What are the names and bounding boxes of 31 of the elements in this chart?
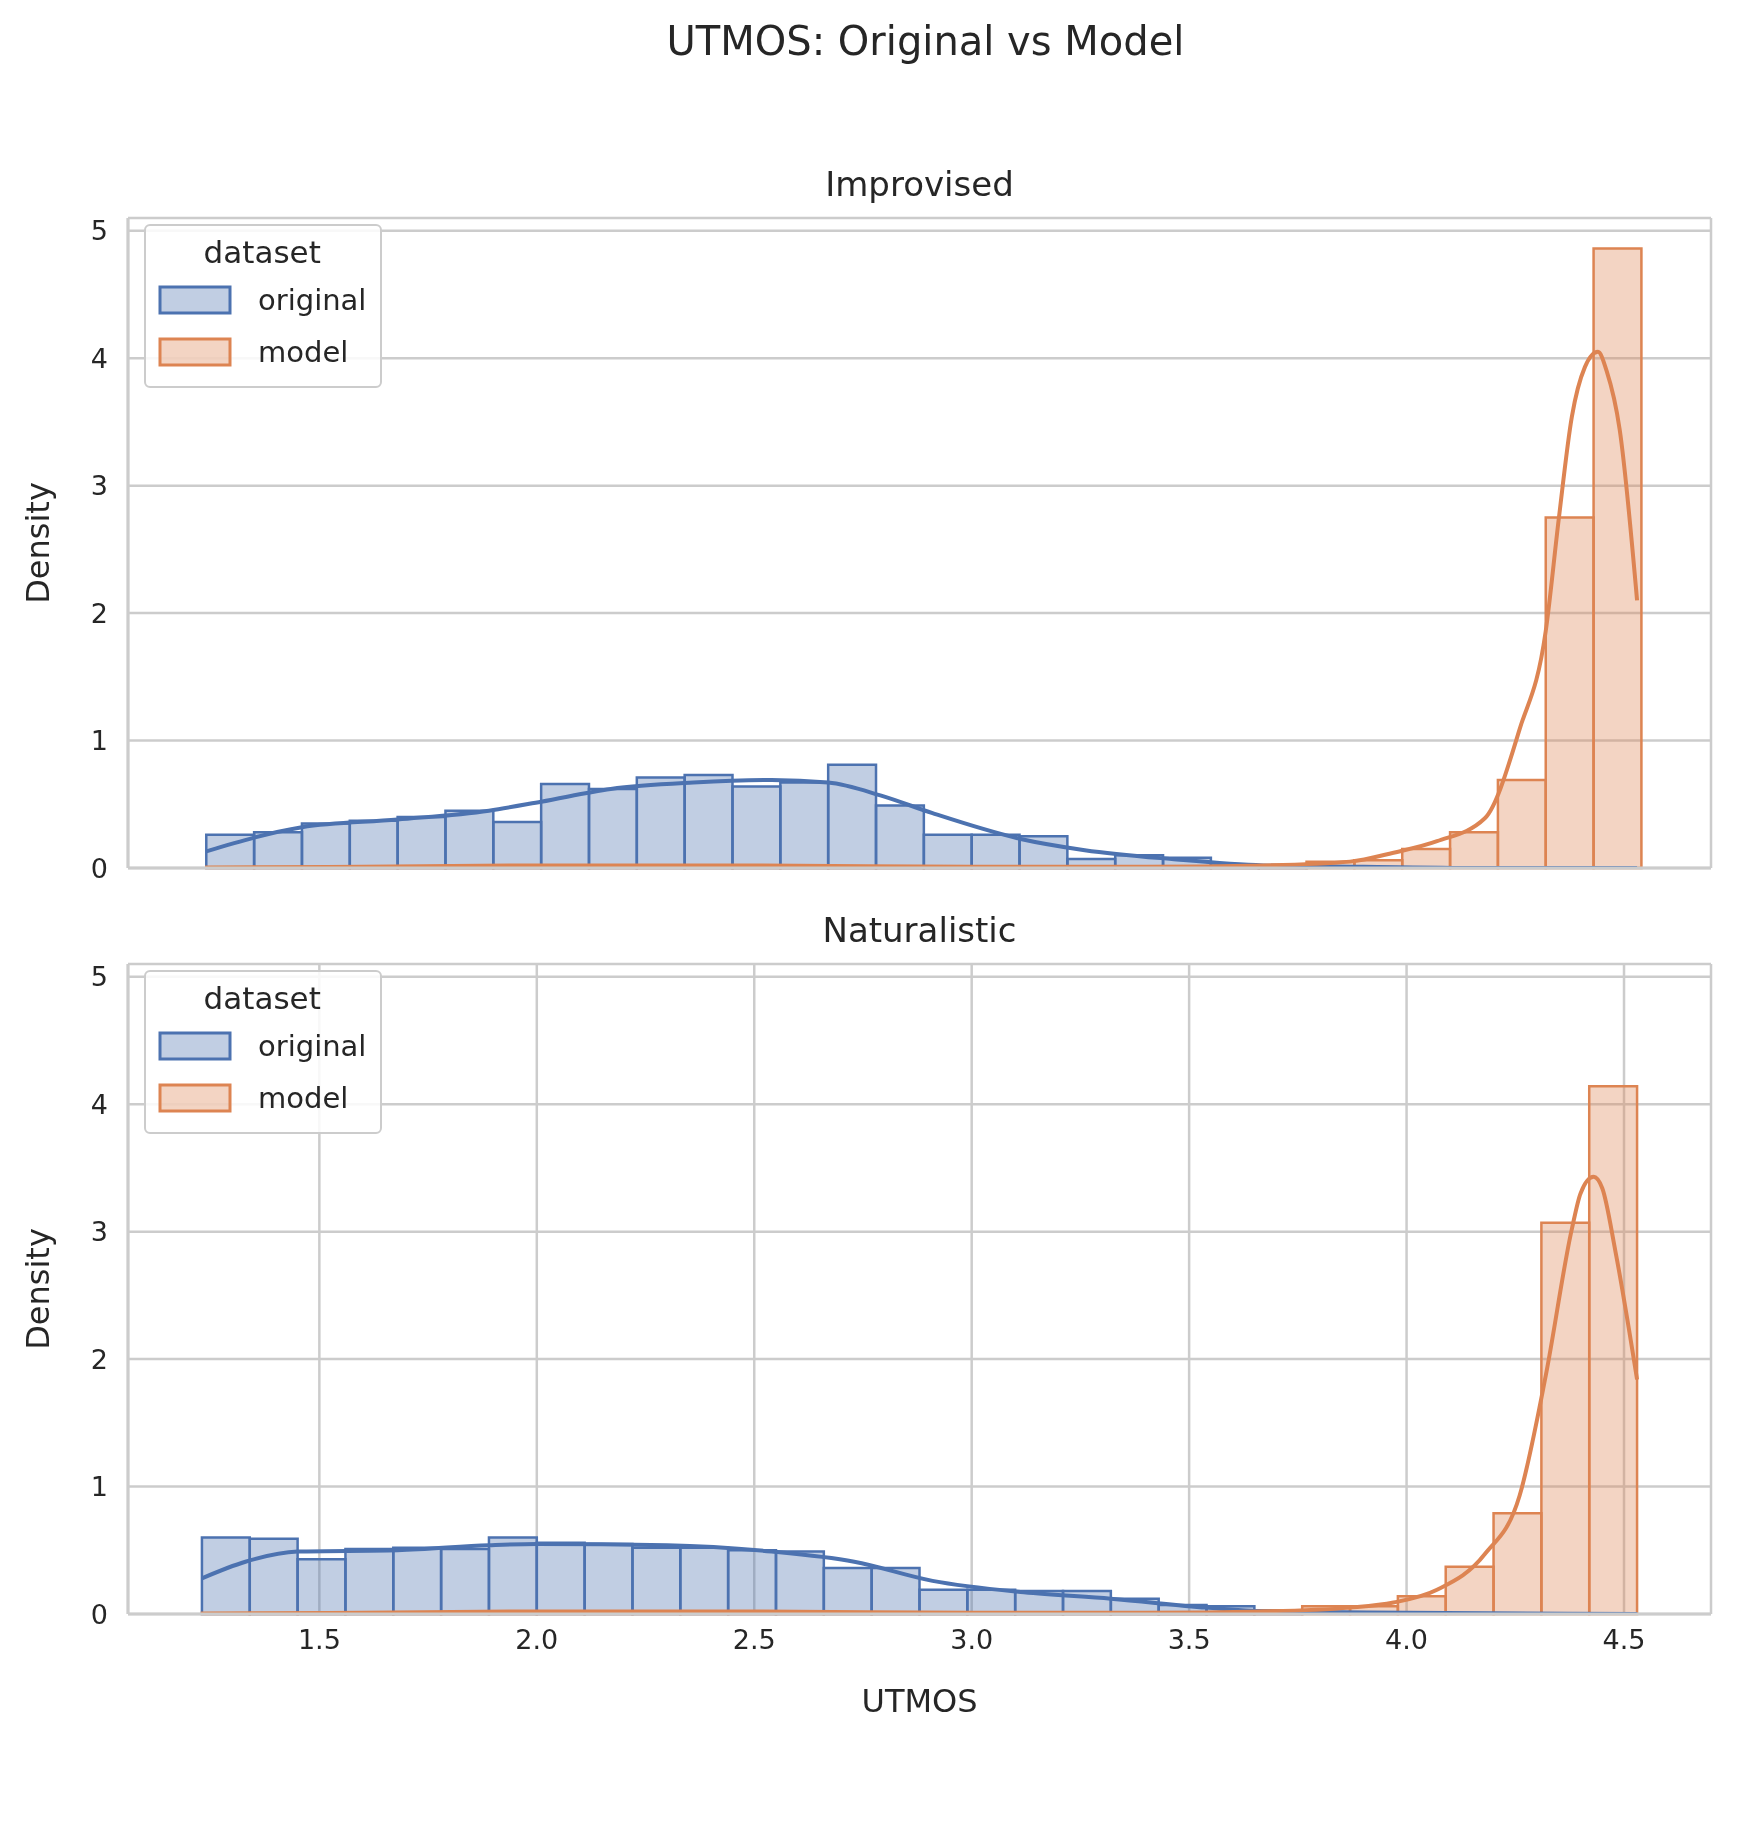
- legend-title: dataset: [202, 234, 322, 270]
- x-tick-label: 4.5: [1602, 1624, 1646, 1656]
- x-tick-label: 2.0: [515, 1624, 559, 1656]
- y-tick-label: 2: [90, 597, 108, 629]
- chart-title: UTMOS: Original vs Model: [665, 17, 1186, 66]
- y-tick-label: 1: [90, 1471, 108, 1503]
- y-tick-label: 4: [90, 1088, 108, 1120]
- y-tick-label: 0: [90, 852, 108, 884]
- y-tick-label: 5: [90, 961, 108, 993]
- x-axis-title: UTMOS: [861, 1682, 978, 1720]
- y-tick-label: 2: [90, 1343, 108, 1375]
- y-tick-label: 3: [90, 1216, 108, 1248]
- x-tick-label: 2.5: [732, 1624, 776, 1656]
- y-tick-label: 5: [90, 215, 108, 247]
- chart-title: Naturalistic: [821, 910, 1018, 952]
- legend-title: dataset: [202, 980, 322, 1016]
- y-tick-label: 3: [90, 470, 108, 502]
- y-tick-label: 0: [90, 1598, 108, 1630]
- y-tick-label: 4: [90, 342, 108, 374]
- y-axis-title: Density: [19, 1228, 58, 1350]
- x-tick-label: 3.0: [950, 1624, 994, 1656]
- chart-subtitle: Improvised: [824, 164, 1015, 206]
- x-tick-label: 4.0: [1385, 1624, 1429, 1656]
- y-tick-label: 1: [90, 725, 108, 757]
- y-axis-title: Density: [19, 482, 58, 604]
- legend-label: model: [258, 1081, 349, 1115]
- x-tick-label: 1.5: [297, 1624, 341, 1656]
- x-tick-label: 3.5: [1167, 1624, 1211, 1656]
- legend-label: original: [258, 1029, 367, 1063]
- legend-label: model: [258, 335, 349, 369]
- legend-label: original: [258, 283, 367, 317]
